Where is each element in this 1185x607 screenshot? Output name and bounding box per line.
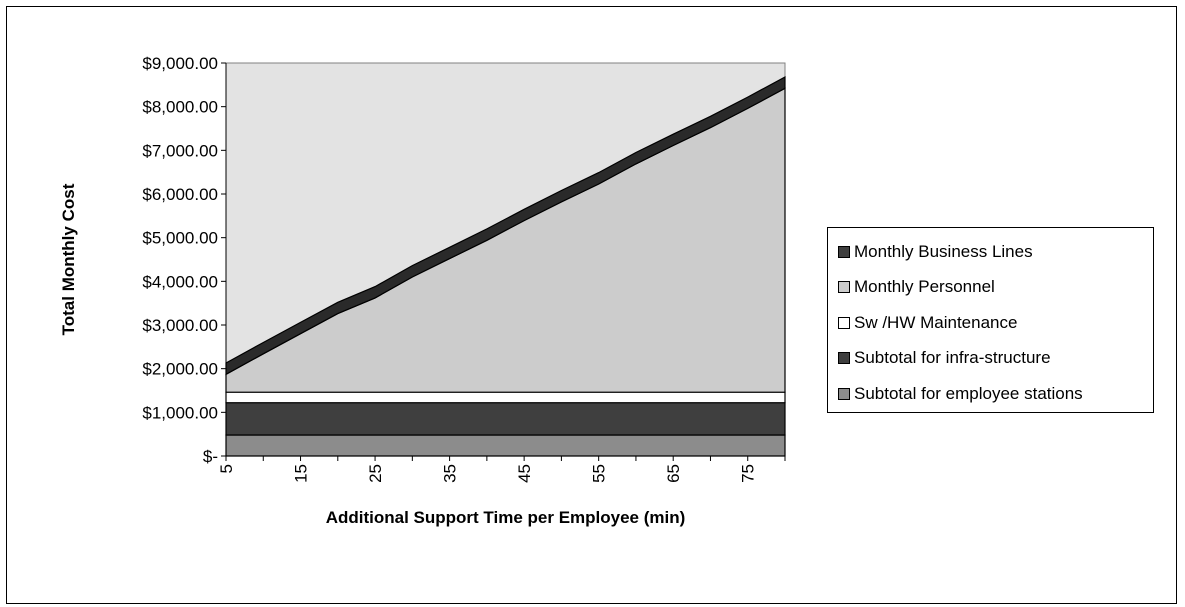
legend-label: Subtotal for infra-structure (854, 348, 1051, 368)
y-tick-label: $8,000.00 (142, 98, 218, 117)
y-tick-label: $2,000.00 (142, 360, 218, 379)
x-tick-label: 15 (292, 464, 311, 483)
legend-swatch (838, 316, 850, 329)
y-tick-label: $1,000.00 (142, 403, 218, 422)
legend-label: Subtotal for employee stations (854, 383, 1083, 403)
y-tick-label: $4,000.00 (142, 272, 218, 291)
y-tick-label: $- (203, 447, 218, 466)
y-tick-label: $7,000.00 (142, 141, 218, 160)
y-tick-label: $3,000.00 (142, 316, 218, 335)
legend-label: Sw /HW Maintenance (854, 312, 1018, 332)
legend-swatch (838, 387, 850, 400)
chart-frame: $- $1,000.00 $2,000.00 $3,000.00 $4,000.00 $5… (6, 6, 1177, 604)
y-tick-label: $6,000.00 (142, 185, 218, 204)
legend-item-maintenance: Sw /HW Maintenance (838, 305, 1153, 341)
legend: Monthly Business Lines Monthly Personnel… (827, 227, 1154, 413)
x-tick-label: 35 (441, 464, 460, 483)
x-tick-label: 55 (590, 464, 609, 483)
legend-item-infrastructure: Subtotal for infra-structure (838, 341, 1153, 377)
y-axis-title: Total Monthly Cost (59, 183, 78, 335)
area-sw-hw-maintenance (225, 391, 786, 404)
x-axis-title: Additional Support Time per Employee (mi… (326, 508, 686, 527)
x-axis: 5 15 25 35 45 55 65 75 (217, 455, 786, 483)
legend-swatch (838, 281, 850, 294)
area-subtotal-for-employee-stations (225, 434, 786, 457)
legend-label: Monthly Business Lines (854, 241, 1033, 261)
y-axis: $- $1,000.00 $2,000.00 $3,000.00 $4,000.00 $5… (142, 54, 227, 466)
legend-item-business-lines: Monthly Business Lines (838, 234, 1153, 270)
y-tick-label: $5,000.00 (142, 229, 218, 248)
x-tick-label: 45 (515, 464, 534, 483)
y-tick-label: $9,000.00 (142, 54, 218, 73)
legend-swatch (838, 352, 850, 365)
legend-item-employee-stations: Subtotal for employee stations (838, 376, 1153, 412)
legend-item-personnel: Monthly Personnel (838, 270, 1153, 306)
x-tick-label: 65 (664, 464, 683, 483)
series-areas (225, 75, 786, 457)
x-tick-label: 5 (217, 464, 236, 473)
x-tick-label: 75 (739, 464, 758, 483)
area-monthly-business-lines (225, 75, 786, 376)
area-subtotal-for-infra-structure (225, 402, 786, 436)
legend-label: Monthly Personnel (854, 277, 995, 297)
stacked-area-chart: $- $1,000.00 $2,000.00 $3,000.00 $4,000.00 $5… (59, 54, 786, 527)
legend-swatch (838, 245, 850, 258)
x-tick-label: 25 (366, 464, 385, 483)
